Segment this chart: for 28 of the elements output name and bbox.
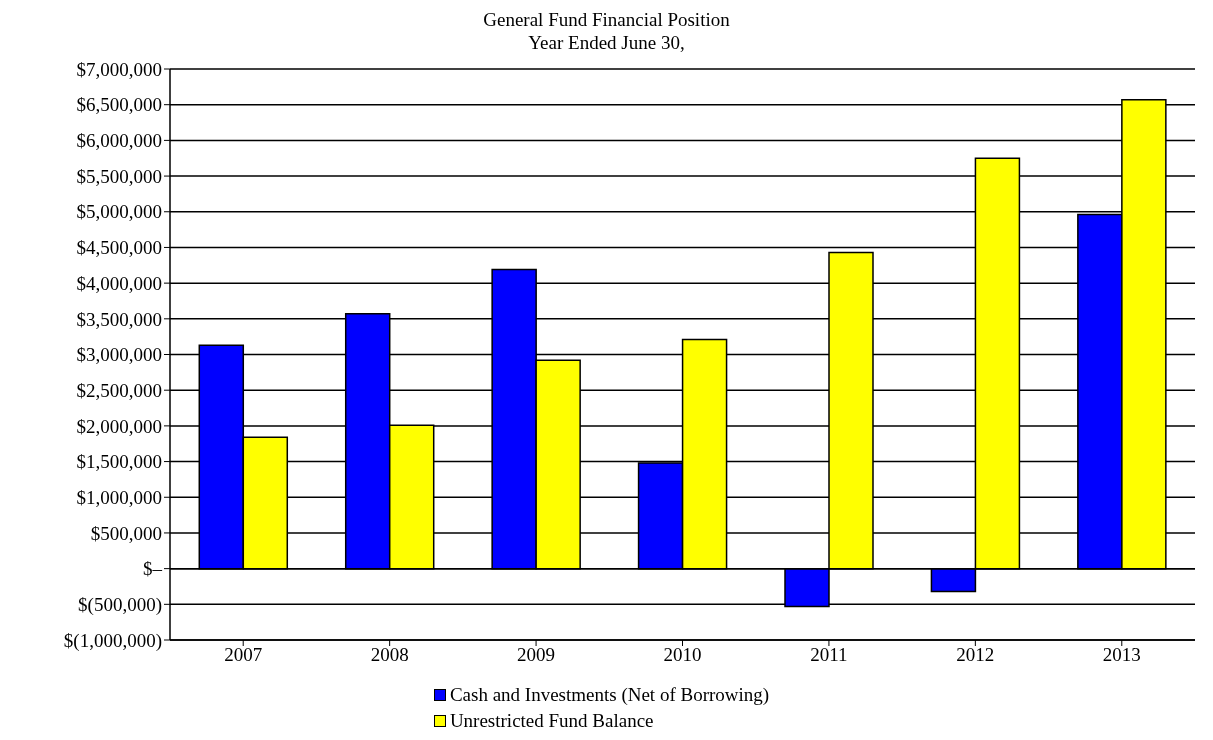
y-tick-label: $5,000,000 bbox=[76, 201, 162, 223]
x-tick-label: 2012 bbox=[956, 644, 995, 666]
y-tick-label: $3,500,000 bbox=[76, 308, 162, 330]
y-tick-label: $(500,000) bbox=[78, 594, 162, 617]
y-tick-label: $4,500,000 bbox=[76, 237, 162, 259]
legend-label: Cash and Investments (Net of Borrowing) bbox=[449, 683, 770, 707]
y-tick-label: $6,000,000 bbox=[76, 130, 162, 152]
y-tick-label: $2,500,000 bbox=[76, 379, 162, 401]
y-tick-label: $3,000,000 bbox=[76, 344, 162, 366]
x-tick-label: 2013 bbox=[1102, 644, 1141, 666]
x-tick-label: 2010 bbox=[663, 644, 702, 666]
y-tick-label: $4,000,000 bbox=[76, 272, 162, 294]
x-tick-label: 2011 bbox=[810, 644, 848, 666]
chart-subtitle: Year Ended June 30, bbox=[527, 31, 686, 54]
x-tick-label: 2009 bbox=[517, 644, 556, 666]
y-tick-label: $– bbox=[143, 558, 163, 580]
legend-label: Unrestricted Fund Balance bbox=[449, 709, 654, 733]
y-tick-label: $7,000,000 bbox=[76, 58, 162, 80]
y-tick-label: $500,000 bbox=[90, 522, 162, 544]
chart-title: General Fund Financial Position bbox=[482, 8, 731, 31]
y-tick-label: $6,500,000 bbox=[76, 94, 162, 116]
x-tick-label: 2007 bbox=[224, 644, 263, 666]
x-tick-label: 2008 bbox=[370, 644, 409, 666]
y-tick-label: $(1,000,000) bbox=[63, 629, 162, 652]
y-tick-label: $5,500,000 bbox=[76, 165, 162, 187]
y-tick-label: $2,000,000 bbox=[76, 415, 162, 437]
y-tick-label: $1,000,000 bbox=[76, 486, 162, 508]
y-tick-label: $1,500,000 bbox=[76, 451, 162, 473]
